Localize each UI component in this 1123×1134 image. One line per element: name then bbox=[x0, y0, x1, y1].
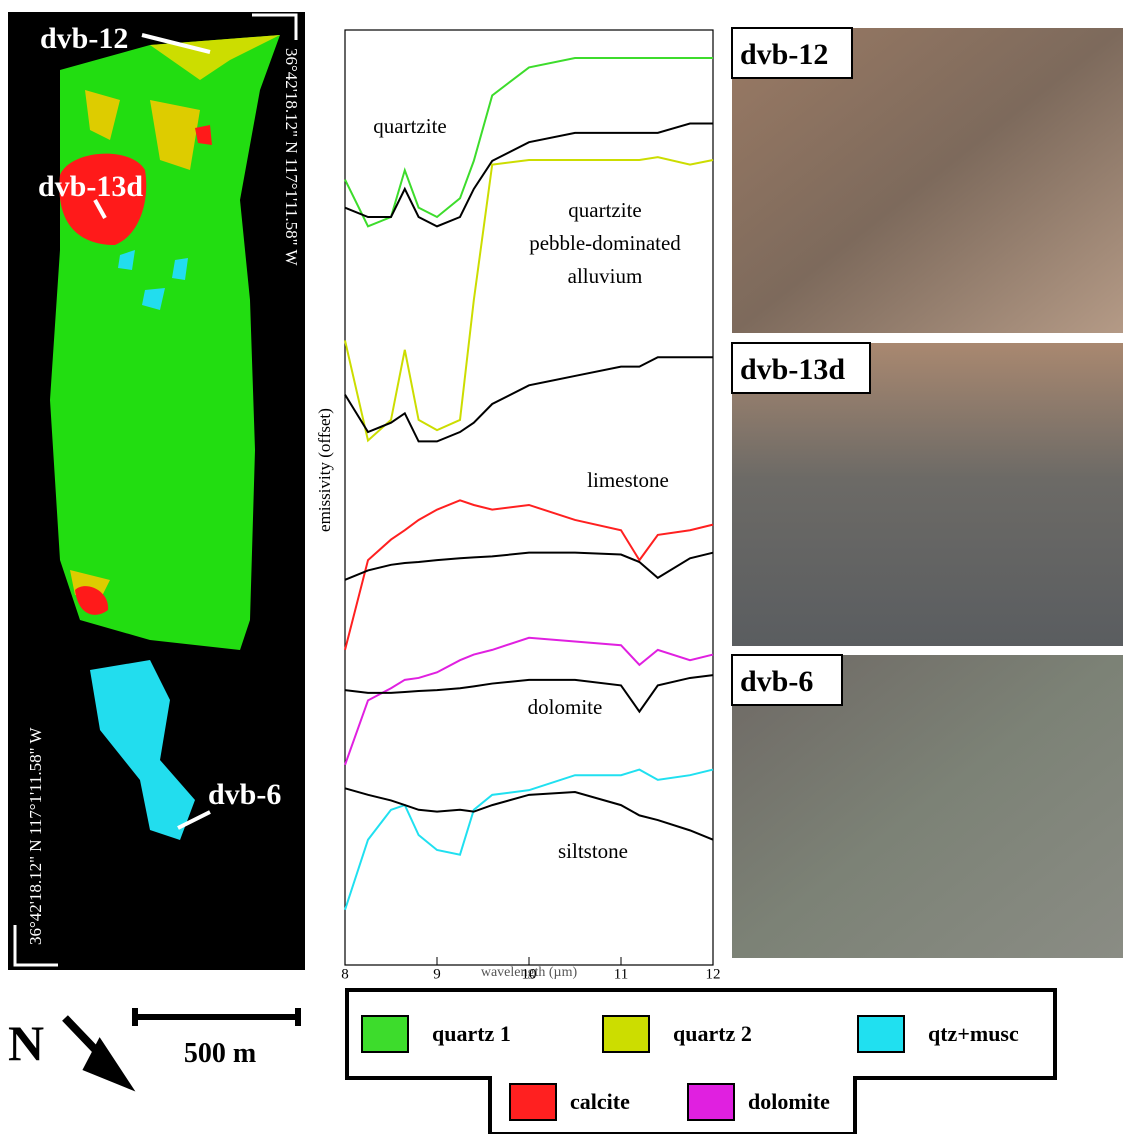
curve-label: dolomite bbox=[528, 695, 603, 719]
photo-label: dvb-13d bbox=[740, 353, 845, 386]
figure: dvb-12 dvb-13d dvb-6 36°42'18.12" N 117°… bbox=[0, 0, 1123, 1134]
plot-frame bbox=[345, 30, 713, 965]
north-arrow bbox=[65, 1018, 125, 1083]
legend-label: dolomite bbox=[748, 1089, 830, 1114]
legend-swatch bbox=[688, 1084, 734, 1120]
x-tick-label: 10 bbox=[522, 967, 537, 983]
photo-label: dvb-12 bbox=[740, 38, 828, 71]
curve-label: quartzite bbox=[568, 198, 641, 222]
page: { "chart_data": { "type": "line", "y_lab… bbox=[0, 0, 1123, 1134]
y-axis-label: emissivity (offset) bbox=[315, 408, 334, 532]
curve-label: alluvium bbox=[568, 264, 643, 288]
x-tick-label: 9 bbox=[433, 967, 441, 983]
spectrum bbox=[345, 124, 713, 227]
legend-swatch bbox=[362, 1016, 408, 1052]
legend-label: qtz+musc bbox=[928, 1021, 1019, 1046]
photo-label: dvb-6 bbox=[740, 665, 813, 698]
scale-label: 500 m bbox=[184, 1038, 256, 1069]
curve-label: quartzite bbox=[373, 114, 446, 138]
spectrum bbox=[345, 770, 713, 910]
spectrum bbox=[345, 553, 713, 580]
coordinate: 36°42'18.12" N 117°1'11.58" W bbox=[282, 48, 301, 267]
legend-label: quartz 2 bbox=[673, 1021, 752, 1046]
curve-label: pebble-dominated bbox=[529, 231, 681, 255]
x-tick-label: 8 bbox=[341, 967, 349, 983]
curve-label: siltstone bbox=[558, 839, 628, 863]
legend-label: quartz 1 bbox=[432, 1021, 511, 1046]
scale-bar bbox=[135, 1008, 298, 1026]
x-tick-label: 12 bbox=[706, 967, 721, 983]
legend-swatch bbox=[858, 1016, 904, 1052]
spectrum bbox=[345, 500, 713, 650]
site-label: dvb-6 bbox=[208, 778, 281, 811]
legend-swatch bbox=[510, 1084, 556, 1120]
legend-label: calcite bbox=[570, 1089, 630, 1114]
spectrum bbox=[345, 788, 713, 839]
coordinate: 36°42'18.12" N 117°1'11.58" W bbox=[26, 726, 45, 945]
legend-swatch bbox=[603, 1016, 649, 1052]
site-label: dvb-13d bbox=[38, 170, 143, 203]
site-label: dvb-12 bbox=[40, 22, 128, 55]
x-tick-label: 11 bbox=[614, 967, 628, 983]
north-label: N bbox=[8, 1015, 44, 1071]
curve-label: limestone bbox=[587, 468, 669, 492]
